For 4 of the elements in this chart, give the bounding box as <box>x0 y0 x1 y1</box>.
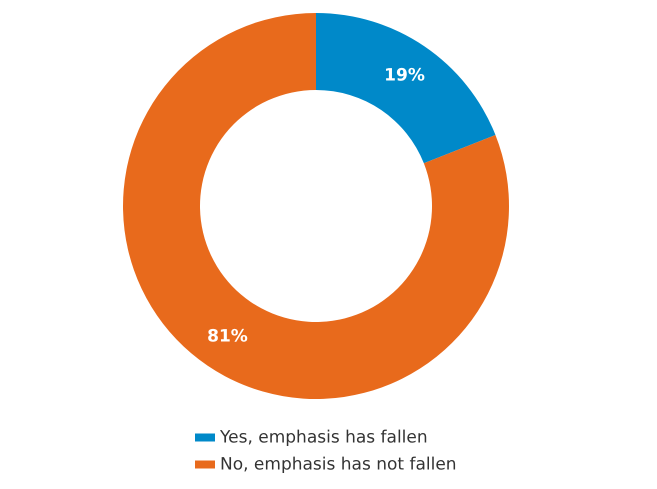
legend-label: No, emphasis has not fallen <box>220 454 457 474</box>
data-label: 19% <box>384 66 425 86</box>
data-label: 81% <box>207 326 248 346</box>
legend-label: Yes, emphasis has fallen <box>219 428 428 448</box>
